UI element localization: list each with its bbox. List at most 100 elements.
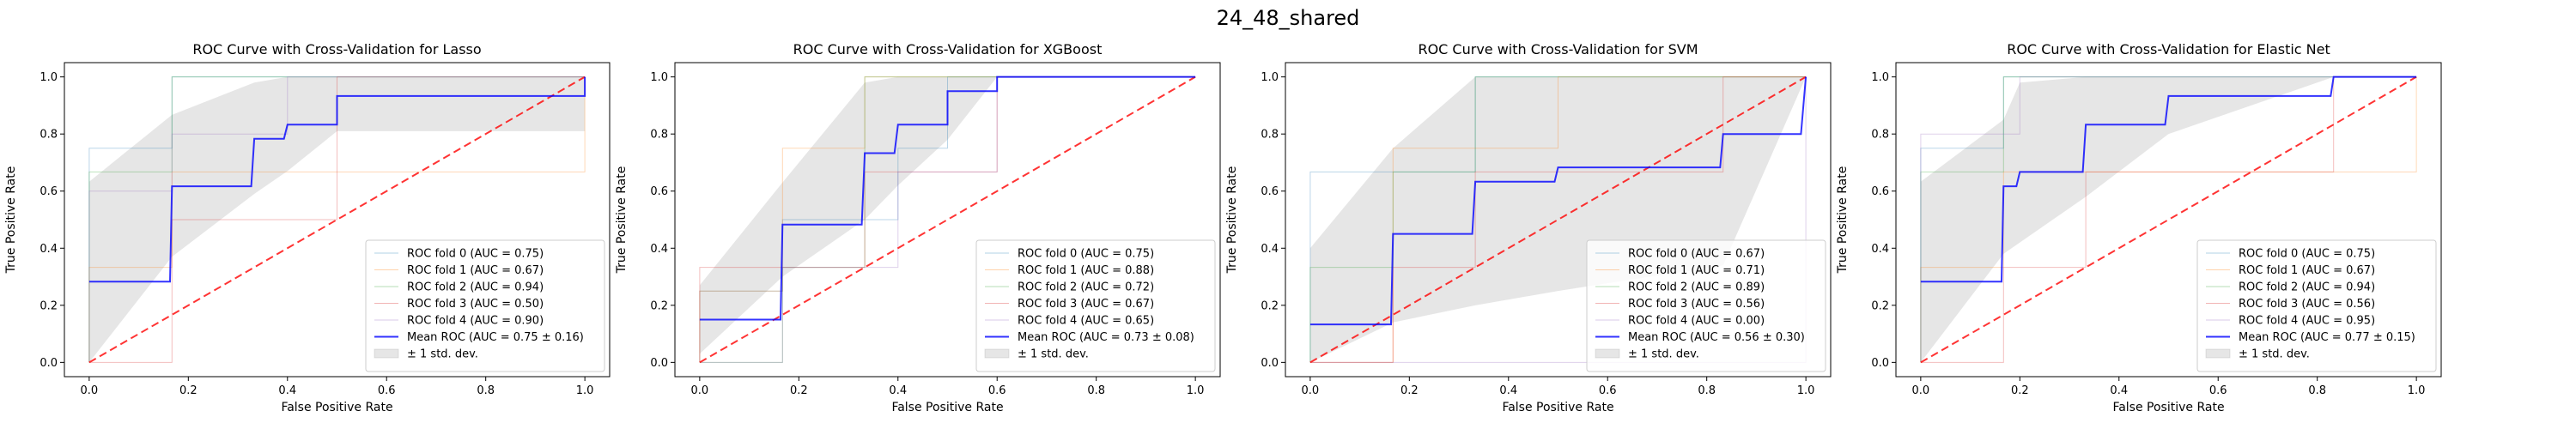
x-tick-label: 0.0 [691, 384, 709, 397]
legend-label: Mean ROC (AUC = 0.73 ± 0.08) [1018, 331, 1194, 344]
x-tick-label: 0.2 [179, 384, 197, 397]
y-axis-label: True Positive Rate [1836, 166, 1850, 275]
legend: ROC fold 0 (AUC = 0.75) ROC fold 1 (AUC =… [2196, 239, 2437, 372]
legend-label: ROC fold 0 (AUC = 0.75) [407, 248, 544, 261]
x-axis-label: False Positive Rate [891, 401, 1003, 414]
x-tick-label: 0.6 [378, 384, 396, 397]
legend-label: ROC fold 3 (AUC = 0.56) [1628, 298, 1765, 311]
y-tick-label: 0.2 [1261, 299, 1279, 312]
y-tick-label: 0.6 [1261, 185, 1279, 198]
x-tick-label: 0.0 [81, 384, 99, 397]
y-tick-label: 0.0 [1871, 357, 1889, 370]
mean-roc-line [88, 76, 586, 283]
x-tick-label: 0.6 [2209, 384, 2227, 397]
legend-label: ROC fold 0 (AUC = 0.75) [1018, 248, 1154, 261]
y-tick-label: 0.2 [1871, 299, 1889, 312]
fold-line-2 [1309, 76, 1807, 363]
legend-label: ROC fold 4 (AUC = 0.95) [2239, 315, 2375, 328]
y-axis-label: True Positive Rate [4, 166, 18, 275]
x-tick-label: 0.2 [790, 384, 808, 397]
x-tick-label: 0.0 [1912, 384, 1930, 397]
y-tick-label: 0.4 [1261, 243, 1279, 256]
legend-label: ROC fold 4 (AUC = 0.00) [1628, 315, 1765, 328]
y-tick-label: 1.0 [1261, 71, 1279, 84]
std-band [1920, 76, 2417, 363]
fold-line-0 [1920, 76, 2417, 363]
roc-panel-0: ROC Curve with Cross-Validation for Lass… [4, 41, 611, 414]
fold-line-0 [88, 76, 586, 363]
y-tick-label: 0.0 [39, 357, 58, 370]
legend-label: ROC fold 1 (AUC = 0.67) [2239, 264, 2375, 277]
roc-panel-2: ROC Curve with Cross-Validation for SVM 0… [1225, 41, 1832, 414]
x-tick-label: 0.4 [889, 384, 907, 397]
x-tick-label: 0.4 [2110, 384, 2128, 397]
legend-label: ROC fold 1 (AUC = 0.88) [1018, 264, 1154, 277]
roc-panel-1: ROC Curve with Cross-Validation for XGBo… [615, 41, 1221, 414]
legend-box [2196, 239, 2437, 372]
fold-line-2 [699, 76, 1196, 363]
legend-label: ± 1 std. dev. [2239, 348, 2310, 361]
fold-line-2 [88, 76, 586, 363]
y-tick-label: 0.8 [1871, 129, 1889, 142]
legend-label: ± 1 std. dev. [1018, 348, 1089, 361]
y-tick-label: 0.2 [650, 299, 668, 312]
y-axis-label: True Positive Rate [615, 166, 629, 275]
fold-line-4 [699, 76, 1196, 363]
legend-label: Mean ROC (AUC = 0.56 ± 0.30) [1628, 331, 1805, 344]
legend: ROC fold 0 (AUC = 0.67) ROC fold 1 (AUC =… [1586, 239, 1826, 372]
x-tick-label: 0.4 [1499, 384, 1517, 397]
y-tick-label: 1.0 [39, 71, 58, 84]
x-tick-label: 0.8 [1087, 384, 1105, 397]
x-tick-label: 0.8 [2308, 384, 2326, 397]
y-tick-label: 1.0 [650, 71, 668, 84]
x-axis-label: False Positive Rate [1502, 401, 1613, 414]
y-tick-label: 0.6 [650, 185, 668, 198]
legend-swatch [984, 348, 1010, 359]
panel-title: ROC Curve with Cross-Validation for Elas… [2007, 41, 2330, 57]
y-tick-label: 0.4 [1871, 243, 1889, 256]
legend: ROC fold 0 (AUC = 0.75) ROC fold 1 (AUC =… [975, 239, 1216, 372]
axes-frame [674, 62, 1221, 378]
x-axis-label: False Positive Rate [2112, 401, 2224, 414]
legend: ROC fold 0 (AUC = 0.75) ROC fold 1 (AUC =… [365, 239, 605, 372]
legend-label: ROC fold 2 (AUC = 0.89) [1628, 281, 1765, 294]
x-tick-label: 1.0 [1797, 384, 1815, 397]
legend-label: Mean ROC (AUC = 0.75 ± 0.16) [407, 331, 584, 344]
std-band [699, 76, 1196, 354]
x-tick-label: 0.2 [1400, 384, 1419, 397]
legend-swatch [2205, 348, 2231, 359]
x-tick-label: 0.6 [988, 384, 1006, 397]
fold-line-0 [1309, 76, 1807, 363]
legend-label: ± 1 std. dev. [1628, 348, 1699, 361]
fold-line-3 [1309, 76, 1807, 363]
panel-title: ROC Curve with Cross-Validation for XGBo… [793, 41, 1103, 57]
fold-line-2 [1920, 76, 2417, 363]
x-tick-label: 0.6 [1599, 384, 1617, 397]
legend-label: ROC fold 3 (AUC = 0.50) [407, 298, 544, 311]
legend-box [365, 239, 605, 372]
fold-line-1 [88, 76, 586, 363]
legend-label: ROC fold 2 (AUC = 0.94) [2239, 281, 2375, 294]
legend-swatch [374, 348, 399, 359]
x-axis-label: False Positive Rate [281, 401, 392, 414]
legend-label: ROC fold 1 (AUC = 0.71) [1628, 264, 1765, 277]
panel-title: ROC Curve with Cross-Validation for Lass… [192, 41, 481, 57]
x-tick-label: 1.0 [576, 384, 594, 397]
y-axis-label: True Positive Rate [1225, 166, 1239, 275]
fold-line-1 [1920, 76, 2417, 363]
y-tick-label: 0.4 [39, 243, 58, 256]
legend-label: ROC fold 1 (AUC = 0.67) [407, 264, 544, 277]
y-tick-label: 0.8 [39, 129, 58, 142]
legend-label: ± 1 std. dev. [407, 348, 478, 361]
fold-line-3 [88, 76, 586, 363]
std-band [1309, 76, 1807, 363]
legend-label: ROC fold 3 (AUC = 0.56) [2239, 298, 2375, 311]
x-tick-label: 1.0 [1187, 384, 1205, 397]
y-tick-label: 1.0 [1871, 71, 1889, 84]
y-tick-label: 0.6 [39, 185, 58, 198]
legend-label: ROC fold 4 (AUC = 0.65) [1018, 315, 1154, 328]
y-tick-label: 0.8 [650, 129, 668, 142]
fold-line-1 [1309, 76, 1807, 363]
y-tick-label: 0.8 [1261, 129, 1279, 142]
